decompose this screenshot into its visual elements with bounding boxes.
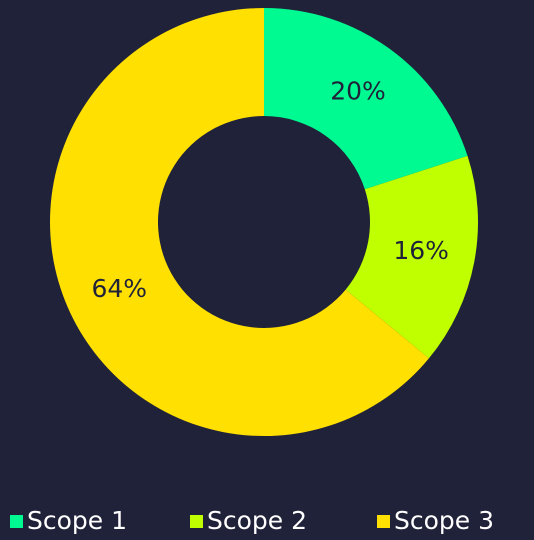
- slice-label: 16%: [393, 236, 449, 265]
- slice-label: 20%: [330, 77, 386, 106]
- slice-label: 64%: [91, 274, 147, 303]
- donut-slice: [264, 8, 468, 190]
- legend-swatch: [377, 515, 390, 528]
- donut-slice: [49, 8, 429, 437]
- legend-label: Scope 1: [27, 506, 127, 535]
- legend-swatch: [10, 515, 23, 528]
- legend-swatch: [190, 515, 203, 528]
- legend-label: Scope 2: [207, 506, 307, 535]
- donut-slice: [345, 155, 478, 359]
- legend-label: Scope 3: [394, 506, 494, 535]
